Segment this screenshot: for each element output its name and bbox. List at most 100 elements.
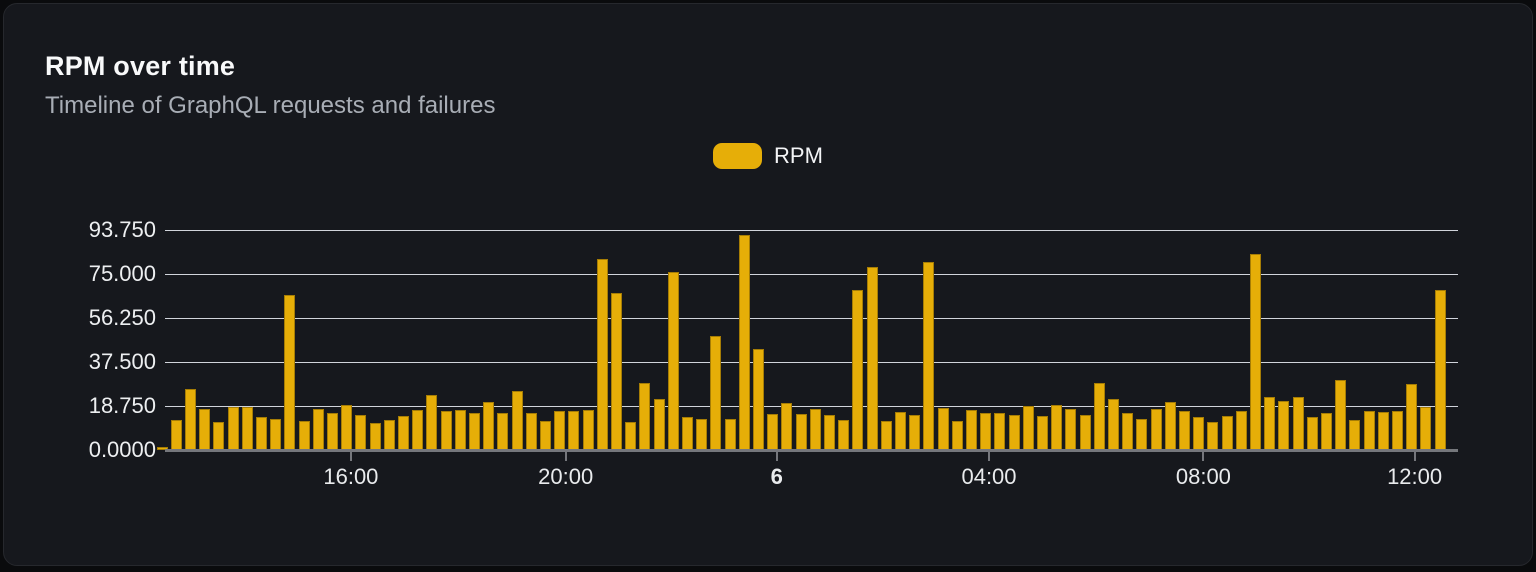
rpm-bar[interactable]: [1079, 415, 1091, 450]
rpm-bar[interactable]: [937, 407, 949, 450]
rpm-bar[interactable]: [199, 408, 211, 450]
rpm-bar[interactable]: [781, 403, 793, 450]
rpm-bar[interactable]: [525, 412, 537, 450]
y-axis-label: 37.500: [88, 349, 156, 374]
rpm-bar[interactable]: [923, 261, 935, 450]
rpm-bar[interactable]: [724, 418, 736, 450]
rpm-bar[interactable]: [1320, 412, 1332, 450]
rpm-bar[interactable]: [625, 421, 637, 450]
rpm-bar[interactable]: [156, 446, 168, 450]
x-axis-tick: [988, 452, 990, 461]
rpm-bar[interactable]: [667, 271, 679, 450]
rpm-bar[interactable]: [1221, 416, 1233, 450]
rpm-bar[interactable]: [951, 421, 963, 450]
rpm-bar[interactable]: [511, 390, 523, 450]
rpm-bar[interactable]: [440, 410, 452, 450]
rpm-bar[interactable]: [355, 414, 367, 450]
rpm-bar[interactable]: [170, 419, 182, 450]
rpm-bar[interactable]: [1122, 412, 1134, 450]
rpm-bar[interactable]: [610, 292, 622, 450]
x-axis-label: 20:00: [538, 464, 594, 489]
rpm-bar[interactable]: [369, 423, 381, 450]
rpm-bar[interactable]: [1335, 379, 1347, 450]
rpm-bar[interactable]: [326, 412, 338, 450]
rpm-bar[interactable]: [1292, 396, 1304, 450]
rpm-bar[interactable]: [255, 417, 267, 450]
rpm-bar[interactable]: [1193, 416, 1205, 450]
rpm-bar[interactable]: [1434, 290, 1446, 450]
rpm-bar[interactable]: [270, 419, 282, 450]
rpm-bar[interactable]: [866, 267, 878, 450]
rpm-bar[interactable]: [1164, 402, 1176, 450]
rpm-bar[interactable]: [1391, 411, 1403, 450]
rpm-bar[interactable]: [838, 420, 850, 450]
rpm-bar[interactable]: [341, 404, 353, 450]
rpm-bar[interactable]: [880, 421, 892, 450]
rpm-bar[interactable]: [1363, 410, 1375, 450]
rpm-bar[interactable]: [454, 409, 466, 450]
rpm-bar[interactable]: [1306, 417, 1318, 450]
rpm-bar[interactable]: [1420, 407, 1432, 450]
rpm-bar[interactable]: [1406, 383, 1418, 450]
rpm-bar[interactable]: [1278, 401, 1290, 450]
rpm-bar[interactable]: [752, 349, 764, 450]
rpm-bar[interactable]: [1377, 412, 1389, 450]
rpm-bar[interactable]: [994, 412, 1006, 450]
rpm-bar[interactable]: [213, 421, 225, 450]
rpm-bar[interactable]: [1093, 382, 1105, 450]
x-axis-label: 6: [770, 464, 783, 489]
rpm-bar[interactable]: [823, 414, 835, 450]
rpm-bar[interactable]: [383, 419, 395, 450]
rpm-bar[interactable]: [1249, 253, 1261, 450]
rpm-bar[interactable]: [1264, 396, 1276, 450]
rpm-bar[interactable]: [795, 413, 807, 450]
rpm-bar[interactable]: [980, 413, 992, 450]
rpm-bar[interactable]: [397, 416, 409, 450]
gridline: [165, 317, 1458, 319]
rpm-bar[interactable]: [1235, 411, 1247, 450]
rpm-bar[interactable]: [1022, 406, 1034, 450]
rpm-bar[interactable]: [426, 394, 438, 450]
rpm-bar[interactable]: [497, 412, 509, 450]
rpm-bar[interactable]: [483, 401, 495, 450]
rpm-bar[interactable]: [284, 295, 296, 450]
rpm-bar[interactable]: [965, 410, 977, 450]
rpm-bar[interactable]: [412, 410, 424, 450]
rpm-bar[interactable]: [894, 411, 906, 450]
rpm-bar[interactable]: [1008, 414, 1020, 450]
rpm-bar[interactable]: [1178, 410, 1190, 450]
rpm-bar[interactable]: [184, 389, 196, 450]
rpm-bar[interactable]: [852, 290, 864, 450]
rpm-bar[interactable]: [1136, 418, 1148, 450]
rpm-bar[interactable]: [241, 406, 253, 450]
rpm-bar[interactable]: [1207, 421, 1219, 450]
legend-item-rpm[interactable]: RPM: [713, 143, 823, 169]
rpm-bar[interactable]: [1036, 416, 1048, 450]
rpm-bar[interactable]: [468, 412, 480, 450]
rpm-bar[interactable]: [696, 418, 708, 450]
rpm-bar[interactable]: [738, 235, 750, 450]
rpm-bar[interactable]: [653, 399, 665, 450]
rpm-bar[interactable]: [710, 335, 722, 450]
rpm-bar[interactable]: [1349, 419, 1361, 450]
rpm-bar[interactable]: [909, 414, 921, 450]
rpm-bar[interactable]: [312, 408, 324, 450]
rpm-bar[interactable]: [1150, 409, 1162, 450]
rpm-bar[interactable]: [227, 406, 239, 450]
chart-subtitle: Timeline of GraphQL requests and failure…: [45, 92, 496, 119]
rpm-bar[interactable]: [298, 421, 310, 450]
rpm-bar[interactable]: [596, 258, 608, 450]
rpm-bar[interactable]: [681, 416, 693, 450]
rpm-bar[interactable]: [1051, 404, 1063, 450]
rpm-bar[interactable]: [767, 414, 779, 450]
rpm-bar[interactable]: [809, 409, 821, 450]
rpm-bar[interactable]: [639, 383, 651, 450]
rpm-bar[interactable]: [554, 411, 566, 450]
chart-header: RPM over time Timeline of GraphQL reques…: [45, 51, 495, 120]
rpm-bar[interactable]: [539, 420, 551, 450]
rpm-bar[interactable]: [582, 410, 594, 450]
rpm-bar[interactable]: [1065, 408, 1077, 450]
rpm-bar[interactable]: [1107, 398, 1119, 450]
rpm-bar[interactable]: [568, 410, 580, 450]
